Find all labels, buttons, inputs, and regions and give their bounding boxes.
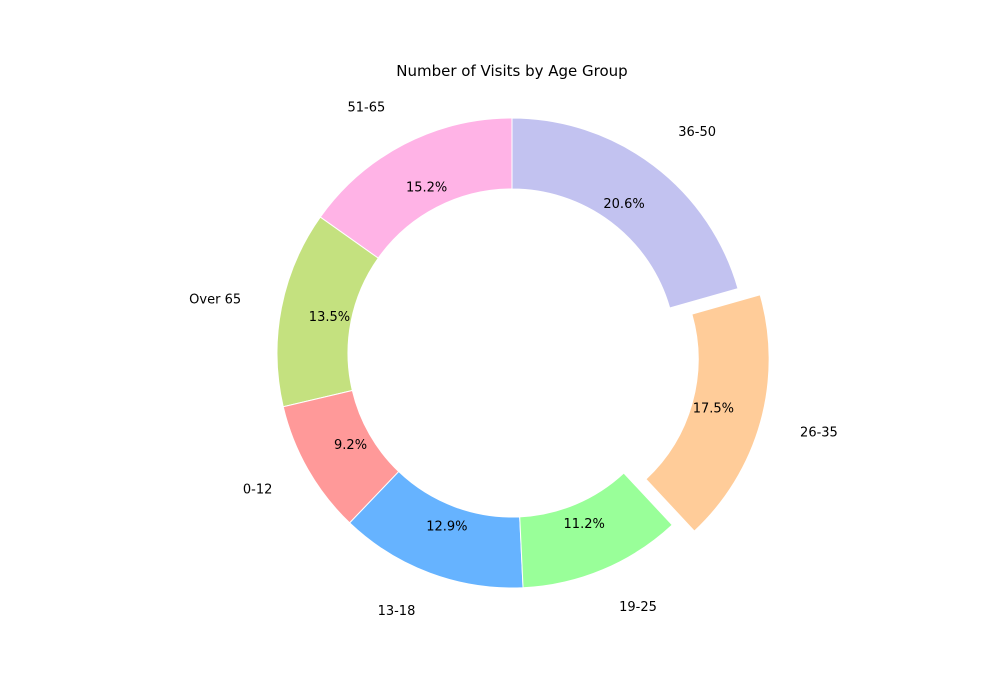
slices-layer [276, 117, 770, 589]
category-label: Over 65 [189, 293, 241, 308]
percent-label: 12.9% [426, 520, 467, 535]
category-label: 0-12 [243, 482, 273, 497]
category-label: 26-35 [800, 426, 838, 441]
category-label: 51-65 [347, 100, 385, 115]
category-label: 19-25 [619, 600, 657, 615]
category-label: 13-18 [378, 604, 416, 619]
chart-title: Number of Visits by Age Group [396, 62, 627, 80]
percent-label: 15.2% [406, 180, 447, 195]
labels-layer: 15.2% 51-65 13.5% Over 65 9.2% 0-12 12.9% 13-18… [189, 100, 838, 619]
slice-26-35 [645, 294, 770, 532]
percent-label: 9.2% [334, 438, 367, 453]
percent-label: 20.6% [603, 197, 644, 212]
percent-label: 13.5% [309, 310, 350, 325]
category-label: 36-50 [678, 125, 716, 140]
percent-label: 17.5% [693, 402, 734, 417]
slice-19-25 [519, 472, 673, 589]
slice-36-50 [511, 117, 739, 309]
percent-label: 11.2% [564, 517, 605, 532]
